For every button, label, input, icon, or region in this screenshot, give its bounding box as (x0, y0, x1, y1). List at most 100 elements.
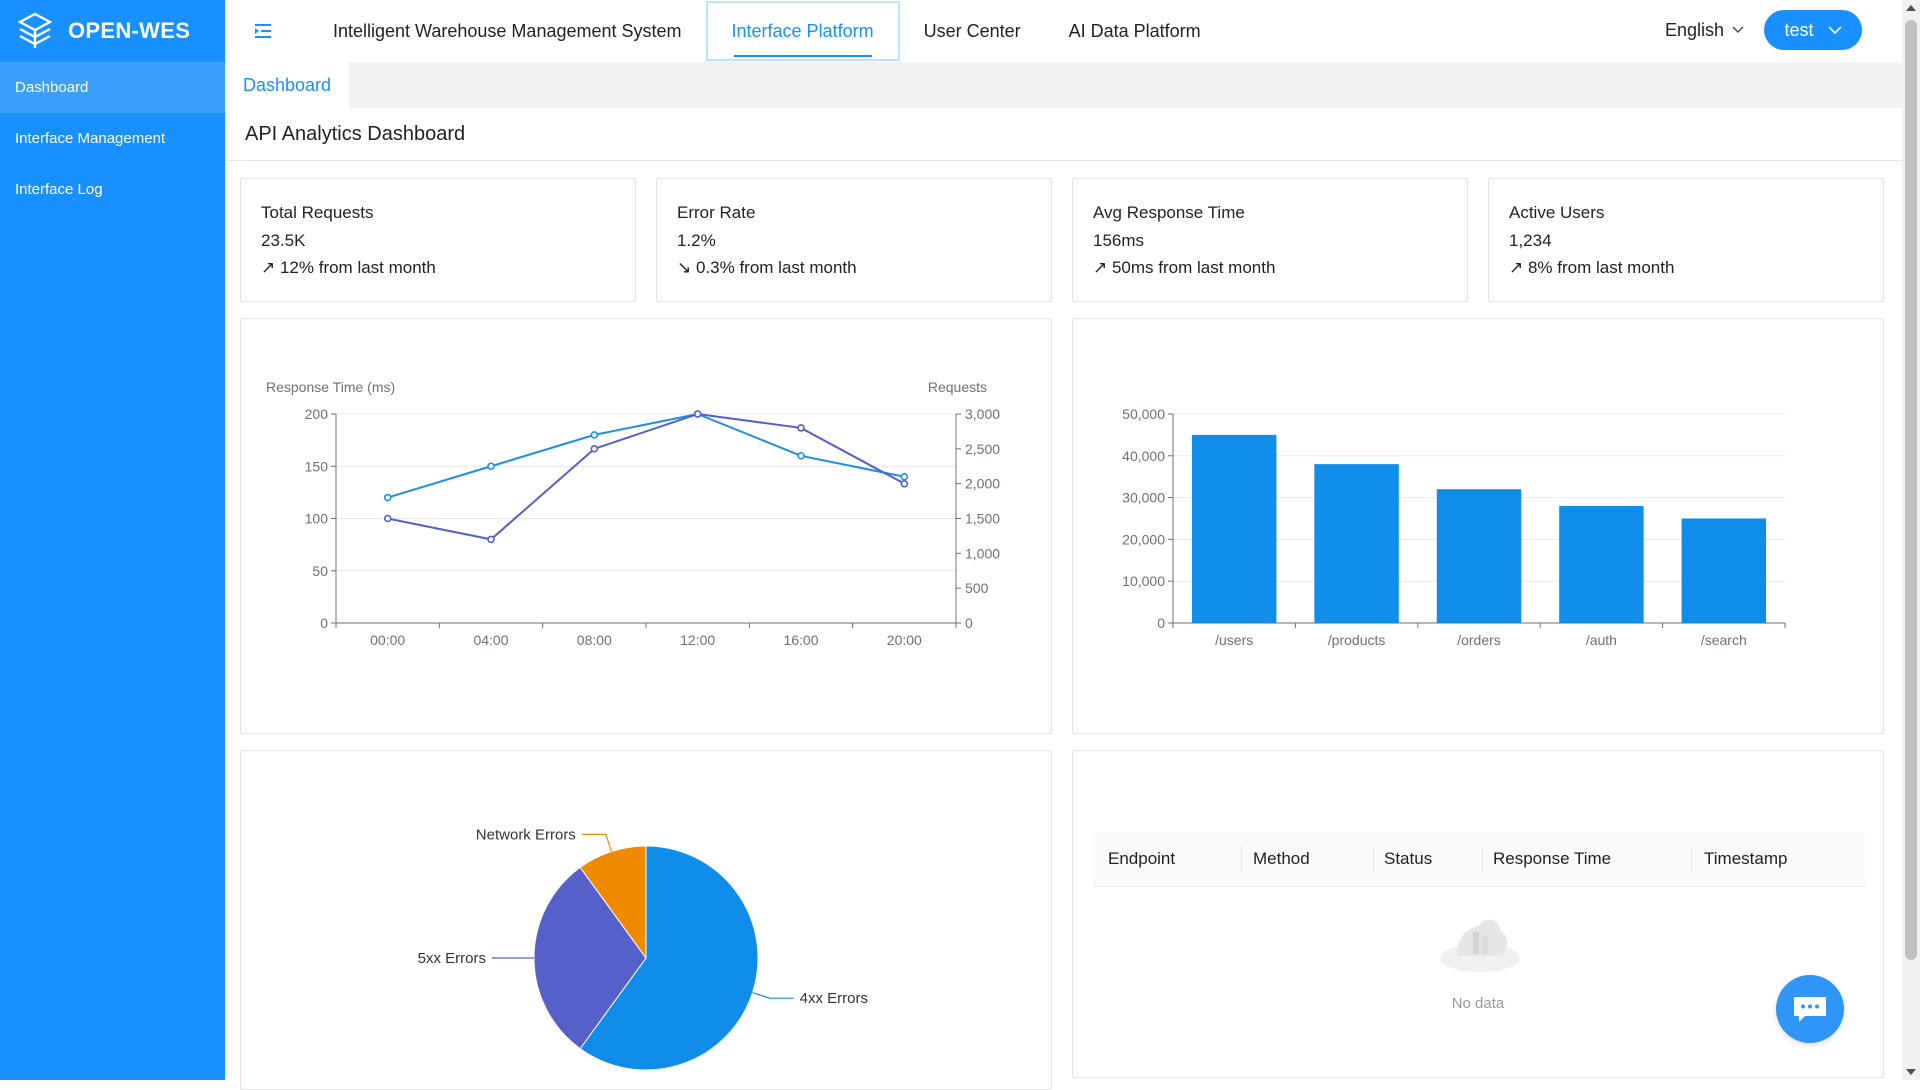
bar (1191, 434, 1277, 623)
tab-interface-platform[interactable]: Interface Platform (705, 1, 900, 61)
tab-intelligent-warehouse[interactable]: Intelligent Warehouse Management System (333, 20, 682, 41)
stat-label: Active Users (1509, 203, 1605, 222)
y-tick-label: 100 (305, 511, 329, 527)
x-tick-label: 12:00 (680, 632, 715, 648)
pie-label: 5xx Errors (418, 950, 486, 967)
scroll-up-icon[interactable] (1906, 5, 1916, 11)
chevron-down-icon (1827, 25, 1842, 34)
divider (225, 160, 1902, 161)
column-separator (1241, 846, 1242, 872)
sidebar-item-interface-management[interactable]: Interface Management (15, 130, 166, 147)
column-header-status[interactable]: Status (1384, 849, 1433, 868)
column-header-method[interactable]: Method (1253, 849, 1310, 868)
y2-axis-title: Requests (928, 379, 987, 395)
chevron-down-icon (1732, 26, 1744, 33)
table-header: Endpoint Method Status Response Time Tim… (1093, 832, 1865, 887)
pie-label: Network Errors (476, 826, 576, 843)
stat-card-avg-response-time: Avg Response Time 156ms ↗ 50ms from last… (1072, 178, 1468, 302)
stat-value: 1.2% (677, 231, 716, 250)
stat-label: Avg Response Time (1093, 203, 1245, 222)
empty-data-icon (1440, 919, 1520, 972)
sidebar-item-interface-log[interactable]: Interface Log (15, 181, 103, 198)
data-point (797, 452, 805, 460)
tab-user-center[interactable]: User Center (923, 20, 1021, 41)
data-point (797, 424, 805, 432)
column-separator (1482, 846, 1483, 872)
error-distribution-chart-card: 4xx Errors 5xx Errors Network Errors (240, 750, 1052, 1090)
menu-collapse-icon[interactable] (253, 21, 273, 41)
chat-assistant-button[interactable] (1776, 975, 1844, 1043)
y-tick-label: 50,000 (1122, 406, 1165, 422)
sidebar: OPEN-WES Dashboard Interface Management … (0, 0, 225, 1080)
stat-trend: ↗ 12% from last month (261, 258, 436, 277)
x-tick-label: 00:00 (370, 632, 405, 648)
y2-tick-label: 2,000 (965, 476, 1000, 492)
stat-label: Error Rate (677, 203, 756, 222)
language-selector[interactable]: English (1665, 20, 1744, 41)
column-header-timestamp[interactable]: Timestamp (1704, 849, 1788, 868)
stat-card-active-users: Active Users 1,234 ↗ 8% from last month (1488, 178, 1884, 302)
sidebar-item-dashboard[interactable]: Dashboard (0, 62, 225, 113)
page-scrollbar[interactable] (1902, 0, 1920, 1080)
y-tick-label: 20,000 (1122, 531, 1165, 547)
x-tick-label: /auth (1586, 632, 1617, 648)
x-tick-label: /products (1328, 632, 1386, 648)
logo-text: OPEN-WES (68, 18, 191, 43)
scroll-thumb[interactable] (1905, 20, 1917, 960)
stat-trend: ↗ 8% from last month (1509, 258, 1675, 277)
stat-trend: ↘ 0.3% from last month (677, 258, 857, 277)
data-point (383, 493, 392, 502)
user-menu-button[interactable]: test (1764, 10, 1862, 50)
tab-ai-data-platform[interactable]: AI Data Platform (1068, 20, 1201, 41)
x-tick-label: /orders (1457, 632, 1501, 648)
x-tick-label: /users (1215, 632, 1253, 648)
pie-label-line (581, 833, 612, 852)
y-tick-label: 30,000 (1122, 490, 1165, 506)
bar (1436, 489, 1522, 623)
y-tick-label: 0 (1157, 615, 1165, 631)
pie-label-line (752, 992, 794, 999)
data-point (900, 479, 909, 488)
y-tick-label: 0 (320, 615, 328, 631)
page-title: API Analytics Dashboard (245, 123, 466, 145)
y2-tick-label: 0 (965, 615, 973, 631)
top-navbar: Intelligent Warehouse Management System … (225, 0, 1920, 62)
x-tick-label: /search (1701, 632, 1747, 648)
x-tick-label: 04:00 (473, 632, 508, 648)
scroll-down-icon[interactable] (1906, 1069, 1916, 1075)
x-tick-label: 16:00 (783, 632, 818, 648)
y-tick-label: 150 (305, 458, 329, 474)
data-point (487, 535, 495, 544)
bar (1559, 505, 1644, 623)
column-header-endpoint[interactable]: Endpoint (1108, 849, 1176, 868)
stat-value: 1,234 (1509, 231, 1552, 250)
series-line (387, 412, 905, 541)
x-tick-label: 20:00 (887, 632, 922, 648)
endpoint-requests-chart: 0 10,000 20,000 30,000 40,000 50,000/users/pr… (1122, 406, 1786, 648)
column-header-response-time[interactable]: Response Time (1493, 849, 1612, 868)
data-point (590, 445, 599, 453)
data-point (900, 472, 909, 481)
x-tick-label: 08:00 (577, 632, 612, 648)
data-point (693, 410, 702, 418)
stat-trend: ↗ 50ms from last month (1093, 258, 1276, 277)
bar (1681, 518, 1767, 623)
data-point (383, 514, 392, 523)
chat-bubble-icon (1794, 997, 1826, 1022)
y-axis-title: Response Time (ms) (266, 379, 395, 395)
bar (1314, 464, 1399, 623)
stat-value: 23.5K (261, 231, 306, 250)
language-label: English (1664, 19, 1724, 40)
logo[interactable]: OPEN-WES (0, 0, 225, 62)
y-tick-label: 50 (312, 563, 328, 579)
breadcrumb-tab-dashboard[interactable]: Dashboard (225, 62, 349, 108)
endpoint-requests-chart-card: 0 10,000 20,000 30,000 40,000 50,000/users/pr… (1072, 318, 1884, 734)
data-point (590, 431, 599, 439)
stat-card-error-rate: Error Rate 1.2% ↘ 0.3% from last month (656, 178, 1052, 302)
stat-card-total-requests: Total Requests 23.5K ↗ 12% from last mon… (240, 178, 636, 302)
series-line (387, 412, 905, 499)
logo-icon (18, 12, 52, 48)
response-time-chart-card: 0 50 100 150 200 0 500 1,000 1,500 2,000 2,500 3,00… (240, 318, 1052, 734)
y-tick-label: 200 (305, 406, 329, 422)
y2-tick-label: 1,500 (965, 511, 1000, 527)
